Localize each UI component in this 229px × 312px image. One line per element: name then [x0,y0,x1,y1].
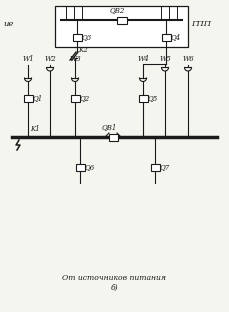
Text: K2: K2 [78,46,88,54]
Text: K1: K1 [30,125,40,133]
Bar [150,163,160,170]
Text: Q2: Q2 [80,94,90,102]
Bar [161,33,171,41]
Bar [117,17,126,24]
Text: QB1: QB1 [101,123,117,131]
Text: W2: W2 [44,55,56,63]
Text: Q4: Q4 [171,33,181,41]
Bar [73,33,82,41]
Text: QB2: QB2 [110,6,125,14]
Bar [76,163,85,170]
Bar [109,134,117,140]
Bar [55,6,188,47]
Text: W6: W6 [182,55,194,63]
Bar [139,95,147,101]
Text: W3: W3 [69,55,81,63]
Text: Q7: Q7 [160,163,170,171]
Text: W1: W1 [22,55,34,63]
Text: W5: W5 [159,55,171,63]
Text: б): б) [110,284,118,292]
Text: Q3: Q3 [82,33,92,41]
Text: ГПП: ГПП [191,21,211,28]
Bar [24,95,33,101]
Text: От источников питания: От источников питания [62,274,166,282]
Text: Q5: Q5 [148,94,158,102]
Text: W4: W4 [137,55,149,63]
Text: ие: ие [3,21,13,28]
Bar [71,95,79,101]
Text: Q1: Q1 [33,94,43,102]
Text: Q6: Q6 [85,163,95,171]
